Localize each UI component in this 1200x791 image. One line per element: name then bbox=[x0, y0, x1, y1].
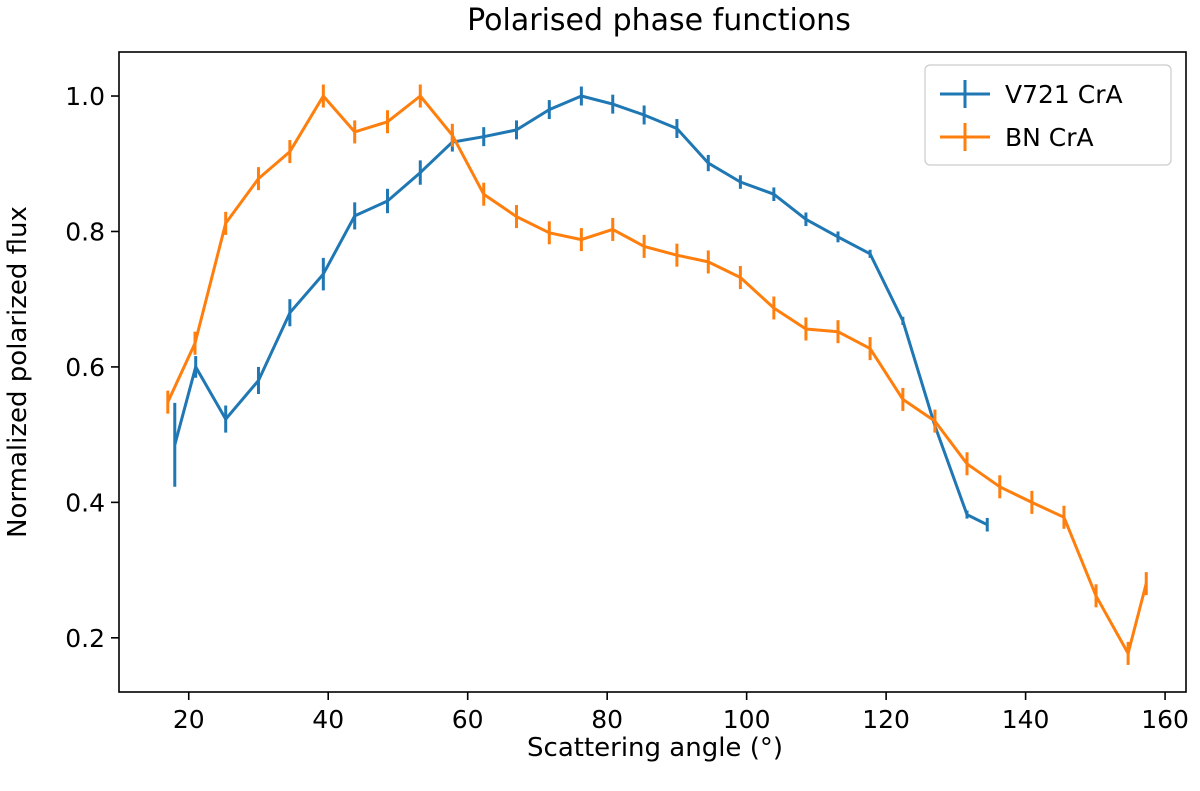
axes-frame bbox=[118, 51, 1187, 693]
legend: V721 CrA BN CrA bbox=[924, 64, 1172, 166]
series-line-v721 bbox=[173, 94, 988, 527]
x-tick-label: 40 bbox=[312, 705, 344, 734]
legend-label-bn: BN CrA bbox=[1005, 123, 1094, 152]
chart-title: Polarised phase functions bbox=[467, 3, 851, 38]
x-axis: 20 40 60 80 100 120 140 160 bbox=[173, 692, 1189, 734]
y-tick-label: 0.2 bbox=[65, 624, 105, 653]
y-tick-label: 0.4 bbox=[65, 488, 105, 517]
y-axis: 0.2 0.4 0.6 0.8 1.0 bbox=[65, 82, 119, 653]
series-line-bn bbox=[166, 94, 1148, 655]
legend-frame bbox=[924, 64, 1172, 166]
x-tick-label: 60 bbox=[452, 705, 484, 734]
x-tick-label: 80 bbox=[591, 705, 623, 734]
series-v721 bbox=[173, 86, 989, 532]
x-tick-label: 100 bbox=[723, 705, 771, 734]
x-tick-label: 120 bbox=[862, 705, 910, 734]
series-bn bbox=[166, 84, 1148, 665]
x-tick-label: 20 bbox=[173, 705, 205, 734]
legend-label-v721: V721 CrA bbox=[1005, 80, 1123, 109]
x-tick-label: 160 bbox=[1141, 705, 1189, 734]
plot-area bbox=[166, 84, 1148, 665]
x-axis-label: Scattering angle (°) bbox=[527, 733, 783, 763]
y-axis-label: Normalized polarized flux bbox=[3, 206, 33, 538]
y-tick-label: 0.8 bbox=[65, 217, 105, 246]
y-tick-label: 0.6 bbox=[65, 353, 105, 382]
y-tick-label: 1.0 bbox=[65, 82, 105, 111]
x-tick-label: 140 bbox=[1002, 705, 1050, 734]
